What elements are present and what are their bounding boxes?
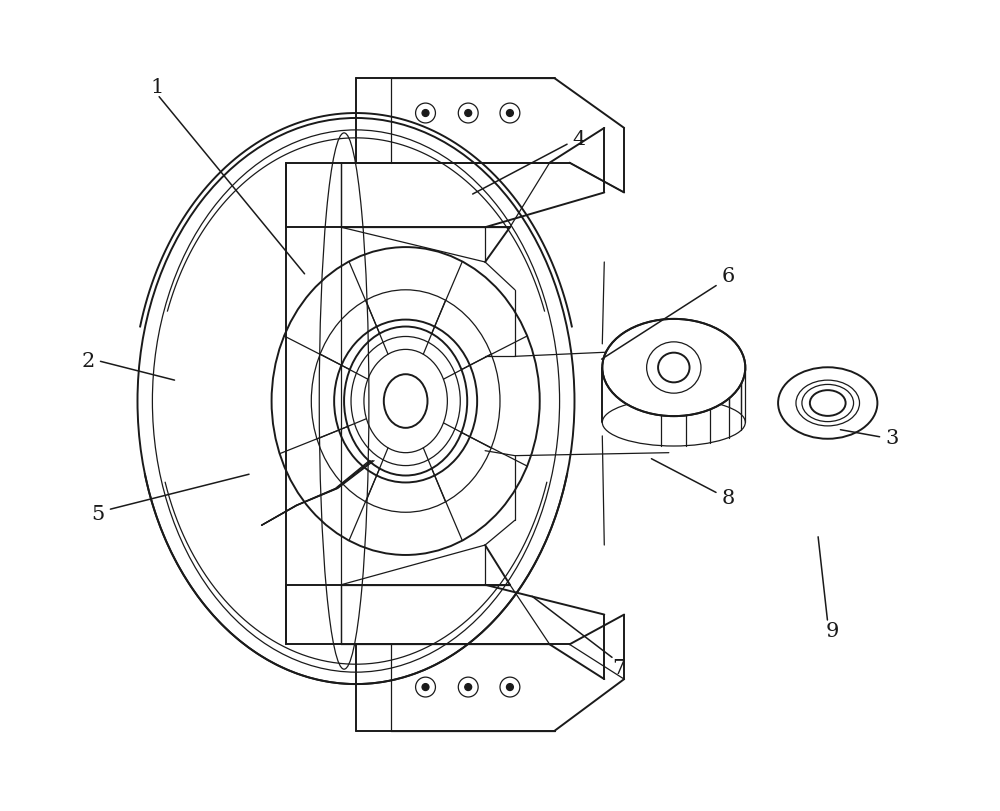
Ellipse shape [465, 684, 472, 691]
Text: 7: 7 [613, 658, 626, 676]
Text: 9: 9 [826, 621, 839, 641]
Text: 4: 4 [573, 131, 586, 149]
Text: 8: 8 [722, 489, 735, 508]
Ellipse shape [465, 110, 472, 118]
Text: 5: 5 [91, 504, 104, 524]
Text: 1: 1 [151, 78, 164, 97]
Ellipse shape [506, 110, 513, 118]
Ellipse shape [422, 110, 429, 118]
Text: 3: 3 [886, 428, 899, 447]
Text: 6: 6 [722, 267, 735, 286]
Ellipse shape [422, 684, 429, 691]
Text: 2: 2 [81, 352, 94, 371]
Ellipse shape [506, 684, 513, 691]
Ellipse shape [602, 320, 745, 417]
